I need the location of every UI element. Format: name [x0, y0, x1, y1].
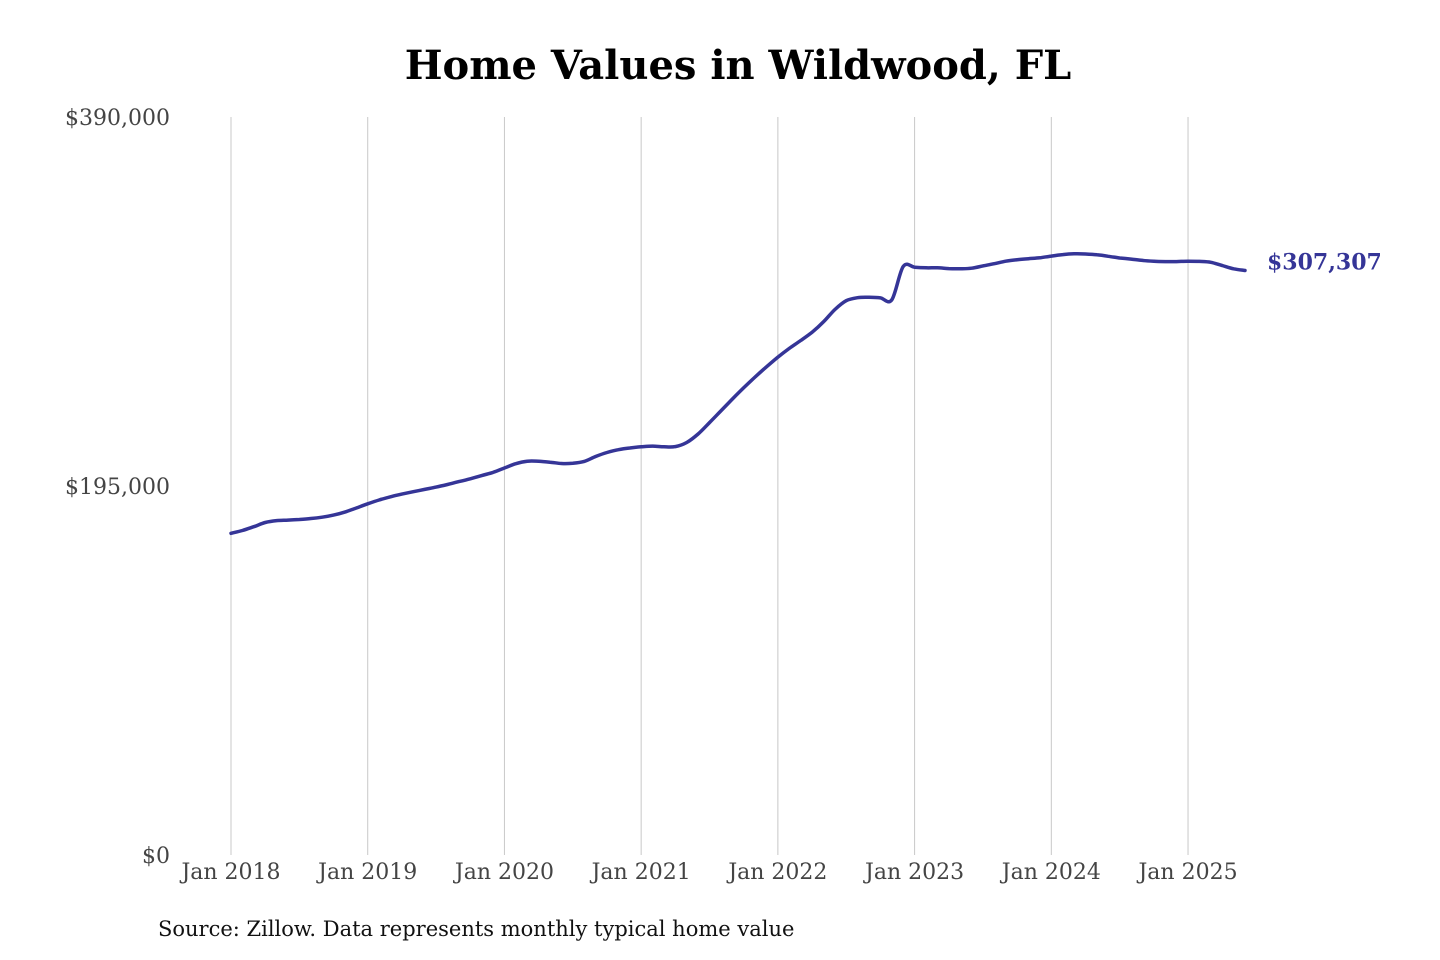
x-axis-labels: Jan 2018 Jan 2019 Jan 2020 Jan 2021 Jan 2022…	[179, 860, 1237, 885]
home-value-line	[229, 252, 1247, 536]
x-tick-label: Jan 2019	[316, 860, 417, 885]
y-axis-labels: $0 $195,000 $390,000	[65, 106, 170, 869]
x-tick-label: Jan 2022	[726, 860, 827, 885]
y-tick-label: $390,000	[65, 106, 170, 131]
grid-lines	[230, 117, 1189, 855]
x-tick-label: Jan 2025	[1136, 860, 1237, 885]
source-note: Source: Zillow. Data represents monthly …	[158, 917, 795, 941]
end-value-label: $307,307	[1267, 249, 1382, 275]
x-tick-label: Jan 2024	[1000, 860, 1101, 885]
series-layer	[229, 252, 1247, 536]
chart-title: Home Values in Wildwood, FL	[404, 42, 1072, 89]
x-tick-label: Jan 2018	[179, 860, 280, 885]
y-tick-label: $0	[142, 844, 170, 869]
x-tick-label: Jan 2021	[590, 860, 691, 885]
x-tick-label: Jan 2020	[453, 860, 554, 885]
x-tick-label: Jan 2023	[863, 860, 964, 885]
y-tick-label: $195,000	[65, 475, 170, 500]
